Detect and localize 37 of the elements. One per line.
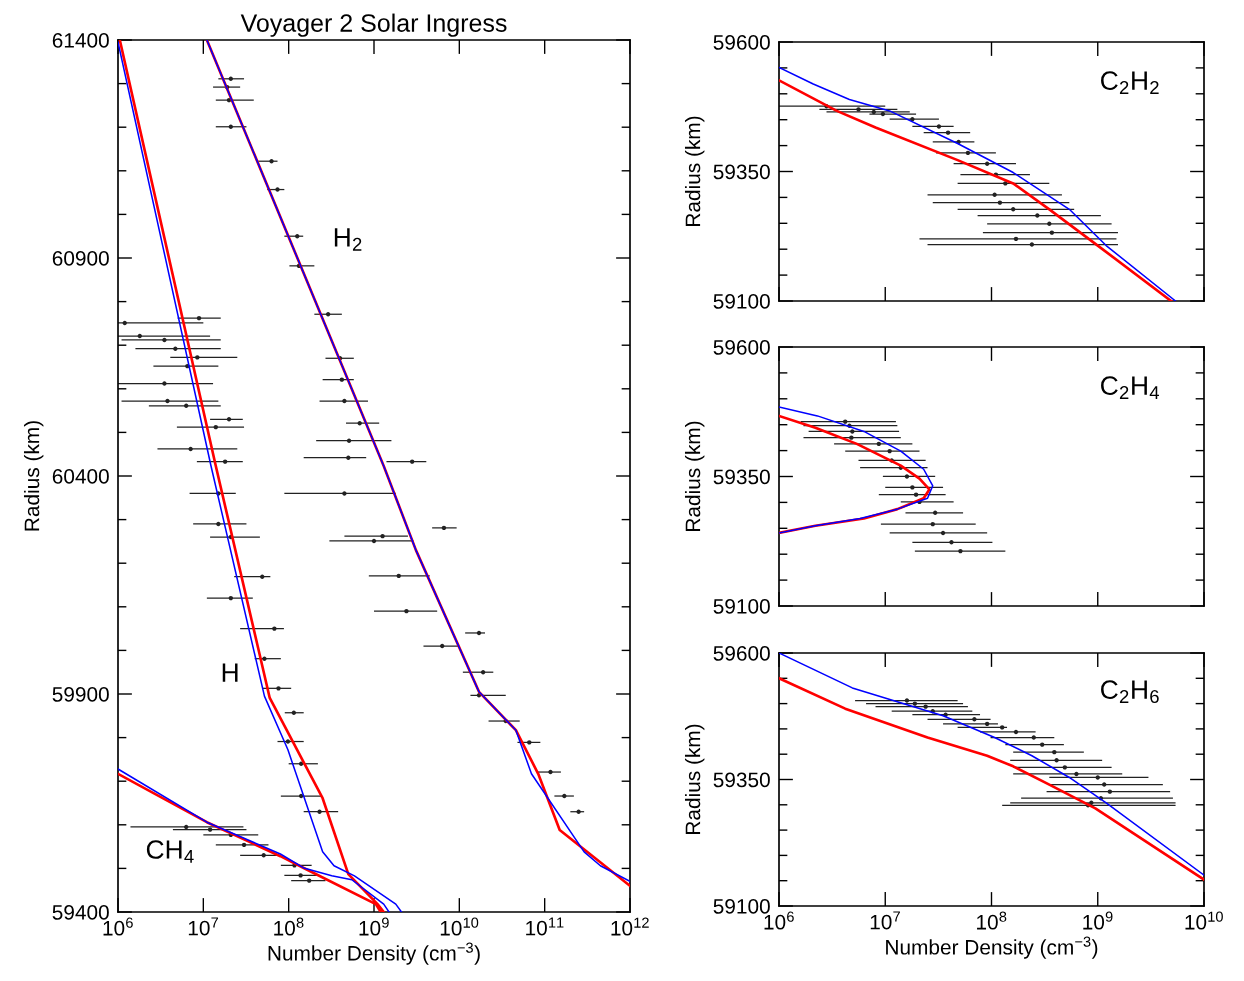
annotation: C$_{2}$H$_{6}$ — [1101, 680, 1159, 704]
y-tick-label: 61400 — [52, 33, 109, 48]
annotation: C$_{2}$H$_{4}$ — [1101, 376, 1160, 399]
x-tick-label: 10$^{8}$ — [274, 917, 304, 936]
x-tick-label: 10$^{10}$ — [440, 917, 479, 936]
annotation: H — [222, 663, 238, 682]
x-tick-label: 10$^{11}$ — [526, 917, 564, 936]
y-tick-label: 59600 — [713, 35, 770, 50]
y-tick-label: 59100 — [713, 599, 770, 614]
y-tick-label: 59900 — [52, 687, 109, 702]
y-axis-title: Radius (km) — [23, 421, 44, 531]
x-axis-title: Number Density (cm$^{−3}$) — [886, 936, 1098, 959]
x-tick-label: 10$^{7}$ — [188, 917, 219, 936]
y-axis-title: Radius (km) — [684, 116, 705, 226]
y-tick-label: 59600 — [713, 646, 770, 661]
y-tick-label: 60900 — [52, 251, 109, 266]
y-tick-label: 59350 — [713, 164, 770, 180]
x-tick-label: 10$^{9}$ — [359, 917, 389, 936]
annotation: CH$_{4}$ — [146, 840, 194, 863]
y-axis-title: Radius (km) — [684, 724, 705, 834]
y-tick-label: 59400 — [52, 905, 109, 920]
y-tick-label: 59100 — [713, 294, 770, 309]
y-tick-label: 59350 — [713, 469, 770, 485]
x-tick-label: 10$^{10}$ — [1185, 911, 1223, 930]
y-tick-label: 59100 — [713, 899, 770, 914]
annotation: C$_{2}$H$_{2}$ — [1101, 71, 1159, 94]
x-tick-label: 10$^{9}$ — [1083, 911, 1113, 930]
y-tick-label: 59600 — [713, 340, 770, 355]
y-tick-label: 60400 — [52, 469, 109, 484]
y-axis-title: Radius (km) — [684, 421, 705, 531]
annotation: H$_{2}$ — [334, 228, 362, 251]
chart-title: Voyager 2 Solar Ingress — [240, 13, 507, 37]
x-tick-label: 10$^{8}$ — [977, 911, 1007, 930]
x-tick-label: 10$^{7}$ — [870, 911, 900, 930]
x-tick-label: 10$^{12}$ — [611, 917, 649, 936]
y-tick-label: 59350 — [713, 772, 770, 788]
x-axis-title: Number Density (cm$^{−3}$) — [268, 942, 480, 965]
